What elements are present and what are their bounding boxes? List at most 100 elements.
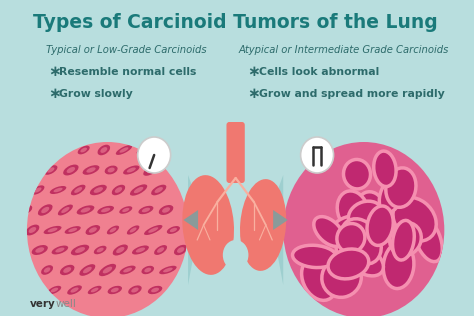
Ellipse shape: [386, 168, 416, 207]
Ellipse shape: [369, 241, 406, 270]
Ellipse shape: [91, 288, 99, 292]
Ellipse shape: [119, 266, 136, 274]
Ellipse shape: [108, 286, 122, 294]
Ellipse shape: [333, 216, 376, 239]
Text: Grow slowly: Grow slowly: [59, 89, 133, 99]
Ellipse shape: [140, 148, 148, 152]
Ellipse shape: [337, 223, 365, 252]
Ellipse shape: [38, 204, 53, 216]
Ellipse shape: [414, 217, 442, 262]
Text: ∗: ∗: [48, 64, 61, 80]
Ellipse shape: [314, 217, 344, 246]
Text: ∗: ∗: [247, 87, 260, 101]
Ellipse shape: [63, 267, 71, 273]
Ellipse shape: [97, 206, 114, 214]
Ellipse shape: [81, 207, 91, 213]
Ellipse shape: [127, 225, 139, 234]
Ellipse shape: [383, 242, 414, 289]
Ellipse shape: [151, 288, 159, 292]
Ellipse shape: [44, 267, 50, 273]
Text: very: very: [30, 299, 55, 309]
Ellipse shape: [337, 191, 369, 230]
Text: Typical or Low-Grade Carcinoids: Typical or Low-Grade Carcinoids: [46, 45, 207, 55]
Ellipse shape: [182, 175, 234, 275]
Polygon shape: [274, 175, 283, 285]
Ellipse shape: [328, 249, 369, 279]
Ellipse shape: [174, 245, 187, 255]
Ellipse shape: [348, 198, 385, 233]
Ellipse shape: [358, 230, 386, 270]
Ellipse shape: [142, 208, 150, 212]
Ellipse shape: [86, 167, 96, 173]
Text: Types of Carcinoid Tumors of the Lung: Types of Carcinoid Tumors of the Lung: [33, 13, 438, 32]
Text: Atypical or Intermediate Grade Carcinoids: Atypical or Intermediate Grade Carcinoid…: [238, 45, 449, 55]
Ellipse shape: [94, 187, 103, 193]
Ellipse shape: [367, 206, 393, 246]
Ellipse shape: [55, 247, 64, 252]
Ellipse shape: [144, 268, 151, 272]
Ellipse shape: [344, 244, 383, 276]
Ellipse shape: [148, 227, 158, 233]
Ellipse shape: [44, 165, 57, 175]
Ellipse shape: [390, 222, 421, 256]
Ellipse shape: [292, 245, 337, 268]
Ellipse shape: [98, 145, 110, 155]
Ellipse shape: [151, 185, 166, 195]
Polygon shape: [183, 210, 198, 230]
Ellipse shape: [111, 288, 119, 292]
Ellipse shape: [26, 225, 39, 235]
Ellipse shape: [101, 208, 110, 212]
Circle shape: [27, 142, 188, 316]
Ellipse shape: [127, 167, 136, 173]
Ellipse shape: [341, 209, 373, 238]
Ellipse shape: [130, 228, 137, 233]
Ellipse shape: [34, 187, 42, 192]
Ellipse shape: [122, 208, 129, 212]
Ellipse shape: [82, 165, 100, 175]
Circle shape: [283, 142, 444, 316]
Ellipse shape: [123, 268, 132, 272]
Ellipse shape: [130, 184, 147, 196]
Ellipse shape: [119, 206, 132, 214]
Ellipse shape: [41, 265, 53, 275]
Text: well: well: [55, 299, 76, 309]
Text: Resemble normal cells: Resemble normal cells: [59, 67, 196, 77]
Ellipse shape: [336, 219, 364, 266]
Ellipse shape: [79, 264, 95, 276]
Ellipse shape: [148, 286, 162, 294]
Ellipse shape: [134, 187, 143, 193]
Ellipse shape: [74, 187, 82, 193]
Polygon shape: [273, 210, 288, 230]
Ellipse shape: [75, 247, 85, 253]
Ellipse shape: [105, 166, 118, 174]
Circle shape: [301, 137, 334, 173]
Ellipse shape: [61, 207, 70, 213]
Ellipse shape: [107, 226, 119, 234]
Ellipse shape: [48, 228, 57, 232]
Ellipse shape: [116, 145, 132, 155]
Ellipse shape: [123, 166, 139, 174]
Ellipse shape: [54, 188, 63, 192]
Ellipse shape: [348, 201, 383, 230]
Ellipse shape: [68, 228, 77, 232]
Ellipse shape: [47, 286, 61, 294]
Ellipse shape: [379, 178, 402, 213]
Ellipse shape: [109, 228, 116, 233]
Ellipse shape: [131, 288, 139, 293]
Ellipse shape: [77, 205, 94, 215]
Text: Grow and spread more rapidly: Grow and spread more rapidly: [258, 89, 444, 99]
Ellipse shape: [63, 165, 79, 175]
Ellipse shape: [393, 198, 436, 241]
Ellipse shape: [159, 266, 177, 274]
Ellipse shape: [78, 146, 90, 154]
FancyBboxPatch shape: [227, 122, 245, 183]
Ellipse shape: [108, 167, 115, 173]
Ellipse shape: [147, 167, 156, 173]
Ellipse shape: [357, 192, 385, 227]
Text: ∗: ∗: [48, 87, 61, 101]
Ellipse shape: [89, 227, 97, 233]
Ellipse shape: [67, 285, 82, 295]
Ellipse shape: [99, 264, 116, 276]
Ellipse shape: [341, 219, 381, 264]
Ellipse shape: [41, 207, 49, 213]
